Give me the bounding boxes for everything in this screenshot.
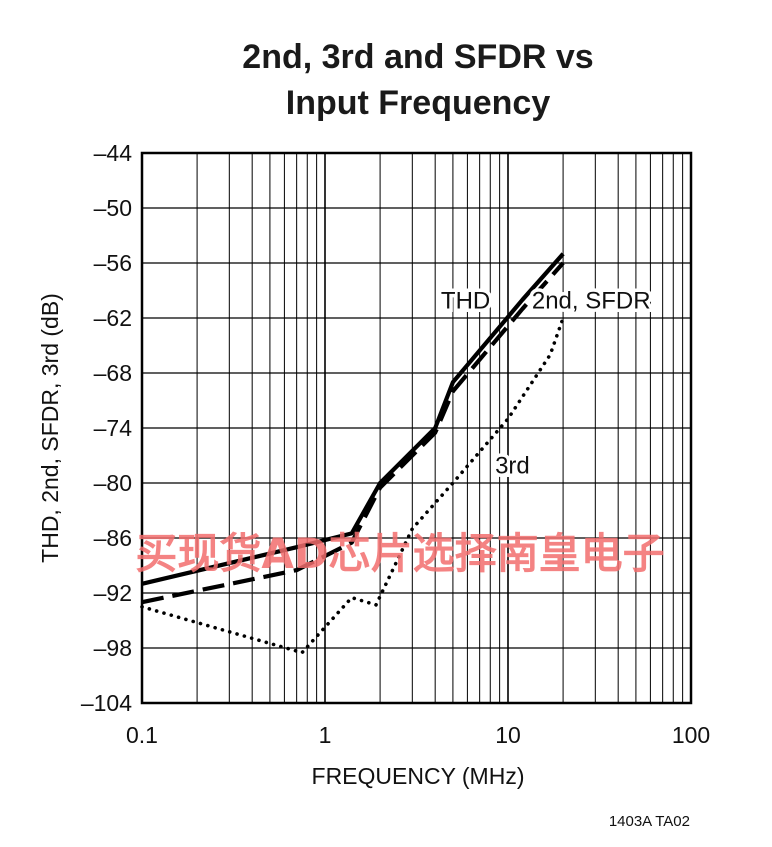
x-tick-label: 100 (672, 722, 710, 748)
x-tick-label: 1 (319, 722, 332, 748)
x-tick-label: 0.1 (126, 722, 158, 748)
chart-title-line-1: 2nd, 3rd and SFDR vs (242, 38, 593, 76)
watermark: 买现货AD芯片选择南皇电子 (135, 529, 664, 578)
series-annotation: 2nd, SFDR (532, 288, 651, 315)
y-tick-label: –92 (94, 580, 132, 606)
y-tick-label: –104 (81, 690, 132, 716)
y-tick-label: –74 (94, 415, 133, 441)
chart-title-line-2: Input Frequency (286, 84, 551, 122)
series-annotation: THD (441, 288, 490, 315)
y-axis-label: THD, 2nd, SFDR, 3rd (dB) (37, 293, 63, 563)
grid (141, 152, 691, 704)
x-tick-labels: 0.1 1 10 100 (126, 722, 710, 748)
y-tick-label: –80 (94, 470, 132, 496)
series-line-solid (141, 252, 565, 586)
y-tick-label: –50 (94, 195, 132, 221)
x-tick-label: 10 (495, 722, 521, 748)
x-axis-label: FREQUENCY (MHz) (312, 763, 525, 789)
figure-id: 1403A TA02 (609, 813, 690, 830)
y-tick-labels: –44 –50 –56 –62 –68 –74 –80 –86 –92 –98 –104 (81, 140, 132, 716)
y-tick-label: –68 (94, 360, 132, 386)
y-tick-label: –56 (94, 250, 132, 276)
series-annotations: THD 2nd, SFDR 3rd (437, 284, 654, 483)
y-tick-label: –86 (94, 525, 132, 551)
series-lines (140, 252, 565, 655)
y-tick-label: –62 (94, 305, 132, 331)
plot-frame (140, 151, 693, 705)
y-tick-label: –44 (94, 140, 133, 166)
series-annotation: 3rd (495, 453, 530, 480)
y-tick-label: –98 (94, 635, 132, 661)
chart-title: 2nd, 3rd and SFDR vs Input Frequency (242, 38, 593, 122)
series-line-dotted (140, 316, 565, 655)
series-line-dashed (141, 261, 565, 605)
